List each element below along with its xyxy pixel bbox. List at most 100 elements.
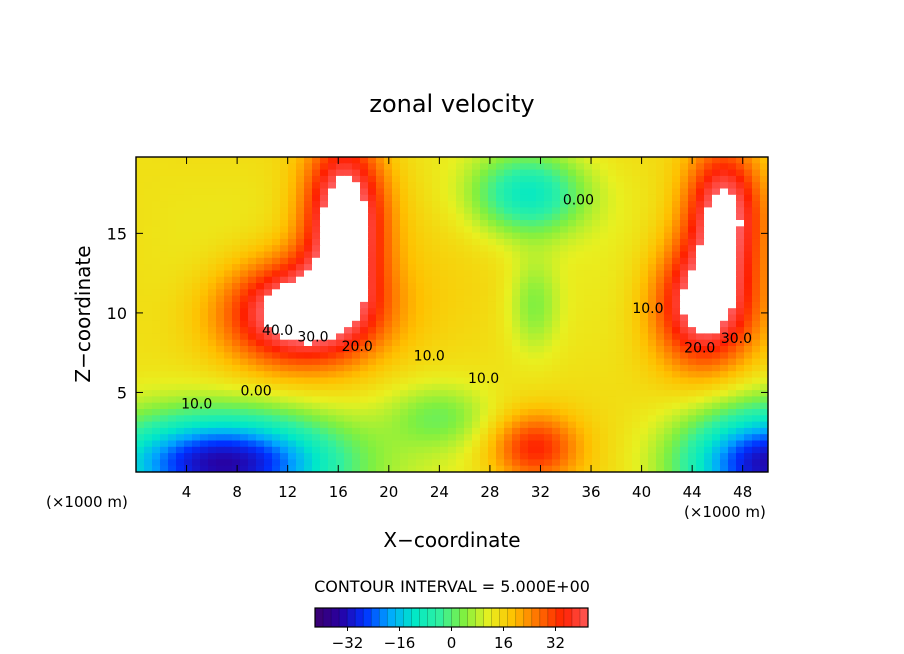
field-cell — [560, 295, 569, 303]
field-cell — [424, 226, 433, 234]
field-cell — [152, 232, 161, 240]
field-cell — [200, 175, 209, 183]
field-cell — [424, 270, 433, 278]
field-cell — [440, 465, 449, 472]
field-cell — [472, 182, 481, 190]
field-cell — [624, 339, 633, 347]
field-cell — [304, 169, 313, 177]
field-cell — [696, 264, 705, 271]
field-cell — [352, 283, 361, 290]
field-cell — [440, 276, 449, 284]
field-cell — [160, 383, 169, 391]
field-cell — [760, 440, 768, 448]
field-cell — [344, 358, 353, 366]
field-cell — [176, 402, 185, 410]
field-cell — [520, 459, 529, 467]
field-cell — [280, 163, 289, 171]
field-cell — [496, 415, 505, 423]
field-cell — [584, 308, 593, 316]
field-cell — [368, 440, 377, 448]
field-cell — [408, 264, 417, 271]
field-cell — [672, 453, 681, 460]
field-cell — [152, 194, 161, 202]
field-cell — [440, 157, 449, 164]
field-cell — [216, 377, 225, 385]
field-cell — [432, 301, 441, 309]
colorbar-segment — [571, 608, 581, 627]
field-cell — [176, 188, 185, 196]
field-cell — [672, 364, 681, 372]
field-cell — [264, 346, 273, 353]
field-cell — [568, 346, 577, 353]
field-cell — [544, 289, 553, 297]
field-cell — [184, 427, 193, 435]
field-cell — [600, 257, 609, 265]
field-cell — [528, 194, 537, 202]
field-cell — [408, 446, 417, 454]
field-cell — [560, 346, 569, 353]
field-cell — [488, 169, 497, 177]
field-cell — [200, 402, 209, 410]
field-cell — [400, 182, 409, 190]
field-cell — [416, 276, 425, 284]
field-cell — [256, 276, 265, 284]
field-cell — [176, 377, 185, 385]
field-cell — [352, 238, 361, 246]
field-cell — [496, 371, 505, 379]
field-cell — [600, 465, 609, 472]
field-cell — [680, 465, 689, 472]
field-cell — [296, 390, 305, 397]
field-cell — [176, 390, 185, 397]
field-cell — [216, 459, 225, 467]
field-cell — [256, 421, 265, 429]
field-cell — [736, 440, 745, 448]
field-cell — [648, 157, 657, 164]
field-cell — [144, 402, 153, 410]
field-cell — [592, 238, 601, 246]
field-cell — [328, 220, 337, 227]
field-cell — [704, 245, 713, 253]
field-cell — [392, 283, 401, 290]
field-cell — [528, 188, 537, 196]
field-cell — [600, 295, 609, 303]
field-cell — [608, 232, 617, 240]
field-cell — [440, 163, 449, 171]
field-cell — [752, 364, 761, 372]
field-cell — [144, 264, 153, 271]
field-cell — [448, 270, 457, 278]
field-cell — [528, 346, 537, 353]
field-cell — [680, 390, 689, 397]
field-cell — [248, 301, 257, 309]
field-cell — [752, 352, 761, 360]
field-cell — [136, 238, 145, 246]
field-cell — [680, 308, 689, 316]
field-cell — [424, 314, 433, 322]
field-cell — [656, 402, 665, 410]
colorbar-segment — [451, 608, 460, 627]
field-cell — [616, 402, 625, 410]
field-cell — [528, 163, 537, 171]
field-cell — [304, 364, 313, 372]
field-cell — [432, 270, 441, 278]
field-cell — [168, 427, 177, 435]
field-cell — [544, 276, 553, 284]
field-cell — [576, 264, 585, 271]
field-cell — [688, 264, 697, 271]
field-cell — [720, 390, 729, 397]
field-cell — [168, 383, 177, 391]
field-cell — [336, 427, 345, 435]
field-cell — [656, 320, 665, 328]
field-cell — [608, 352, 617, 360]
field-cell — [688, 251, 697, 259]
field-cell — [664, 157, 673, 164]
field-cell — [720, 201, 729, 208]
field-cell — [744, 245, 753, 253]
field-cell — [608, 289, 617, 297]
field-cell — [168, 453, 177, 460]
field-cell — [640, 434, 649, 442]
field-cell — [480, 465, 489, 472]
field-cell — [696, 238, 705, 246]
field-cell — [632, 465, 641, 472]
field-cell — [752, 232, 761, 240]
field-cell — [760, 182, 768, 190]
